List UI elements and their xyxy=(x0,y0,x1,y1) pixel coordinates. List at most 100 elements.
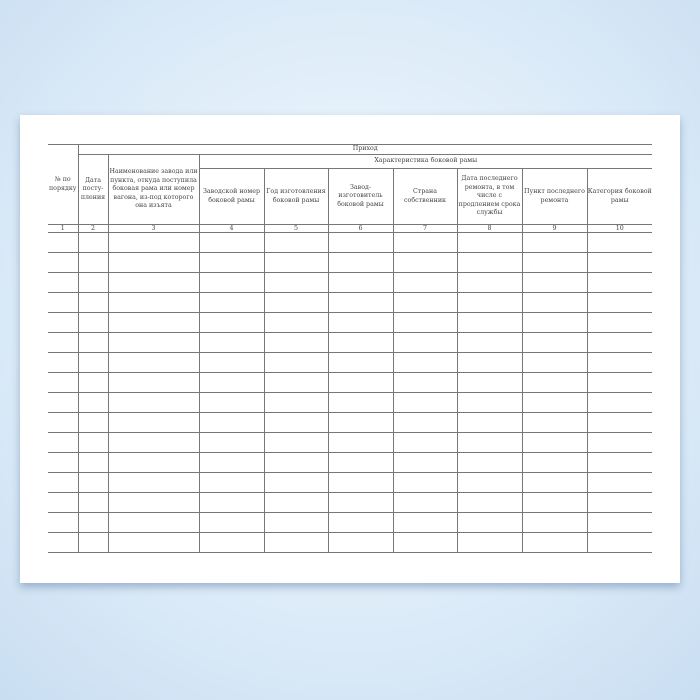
table-cell xyxy=(327,232,393,253)
table-cell xyxy=(456,332,522,353)
table-row xyxy=(48,252,652,273)
table-row xyxy=(48,352,652,373)
table-cell xyxy=(392,312,457,333)
table-cell xyxy=(107,372,199,393)
table-cell xyxy=(586,392,652,413)
table-cell xyxy=(392,512,457,533)
table-cell xyxy=(392,232,457,253)
table-cell xyxy=(521,452,587,473)
header-col-4: Заводской номер боковой рамы xyxy=(198,168,264,225)
table-cell xyxy=(327,412,393,433)
table-cell xyxy=(521,472,587,493)
table-cell xyxy=(456,352,522,373)
table-cell xyxy=(263,312,328,333)
table-cell xyxy=(456,392,522,413)
table-cell xyxy=(586,312,652,333)
table-cell xyxy=(586,412,652,433)
table-cell xyxy=(392,252,457,273)
col-number: 8 xyxy=(456,224,522,233)
table-cell xyxy=(48,472,78,493)
table-cell xyxy=(327,392,393,413)
table-cell xyxy=(48,432,78,453)
table-cell xyxy=(48,252,78,273)
table-cell xyxy=(77,472,108,493)
table-cell xyxy=(392,272,457,293)
table-cell xyxy=(198,332,264,353)
table-cell xyxy=(327,512,393,533)
table-cell xyxy=(198,292,264,313)
table-cell xyxy=(456,432,522,453)
table-cell xyxy=(107,472,199,493)
table-cell xyxy=(48,492,78,513)
table-cell xyxy=(456,472,522,493)
table-row xyxy=(48,272,652,293)
col-number: 2 xyxy=(77,224,108,233)
table-cell xyxy=(77,272,108,293)
col-number: 3 xyxy=(107,224,199,233)
table-cell xyxy=(521,232,587,253)
table-row xyxy=(48,412,652,433)
table-cell xyxy=(77,352,108,373)
table-cell xyxy=(48,292,78,313)
table-cell xyxy=(77,532,108,553)
table-row xyxy=(48,512,652,533)
header-group-characteristics: Характеристика боковой рамы xyxy=(198,154,652,169)
table-cell xyxy=(392,332,457,353)
table-cell xyxy=(263,252,328,273)
table-cell xyxy=(107,392,199,413)
table-cell xyxy=(521,492,587,513)
col-number: 4 xyxy=(198,224,264,233)
table-cell xyxy=(521,412,587,433)
table-cell xyxy=(198,432,264,453)
col-number: 1 xyxy=(48,224,78,233)
table-cell xyxy=(263,532,328,553)
table-cell xyxy=(107,312,199,333)
table-cell xyxy=(456,252,522,273)
table-cell xyxy=(586,272,652,293)
table-cell xyxy=(586,492,652,513)
table-cell xyxy=(263,232,328,253)
table-cell xyxy=(48,312,78,333)
table-cell xyxy=(198,352,264,373)
table-cell xyxy=(392,412,457,433)
table-cell xyxy=(392,472,457,493)
table-cell xyxy=(327,252,393,273)
table-cell xyxy=(263,272,328,293)
table-cell xyxy=(327,532,393,553)
table-cell xyxy=(456,312,522,333)
table-cell xyxy=(456,532,522,553)
table-cell xyxy=(48,452,78,473)
table-cell xyxy=(392,352,457,373)
header-col-7: Страна собственник xyxy=(392,168,457,225)
table-cell xyxy=(456,272,522,293)
table-cell xyxy=(48,352,78,373)
table-row xyxy=(48,292,652,313)
table-cell xyxy=(521,332,587,353)
table-cell xyxy=(48,512,78,533)
table-row xyxy=(48,432,652,453)
table-cell xyxy=(107,432,199,453)
table-cell xyxy=(586,252,652,273)
table-row xyxy=(48,532,652,553)
table-cell xyxy=(48,412,78,433)
table-cell xyxy=(198,492,264,513)
table-cell xyxy=(263,372,328,393)
header-col-8: Дата последнего ремонта, в том числе с п… xyxy=(456,168,522,225)
table-cell xyxy=(586,472,652,493)
table-cell xyxy=(107,512,199,533)
table-cell xyxy=(456,232,522,253)
col-number: 7 xyxy=(392,224,457,233)
table-cell xyxy=(586,332,652,353)
table-cell xyxy=(456,492,522,513)
table-cell xyxy=(198,272,264,293)
table-cell xyxy=(107,452,199,473)
table-cell xyxy=(521,352,587,373)
table-cell xyxy=(327,312,393,333)
table-cell xyxy=(263,492,328,513)
table-cell xyxy=(107,292,199,313)
header-col-2: Дата посту-пления xyxy=(77,154,108,225)
table-cell xyxy=(586,372,652,393)
table-cell xyxy=(327,352,393,373)
table-cell xyxy=(198,232,264,253)
header-col-6: Завод-изготовитель боковой рамы xyxy=(327,168,393,225)
